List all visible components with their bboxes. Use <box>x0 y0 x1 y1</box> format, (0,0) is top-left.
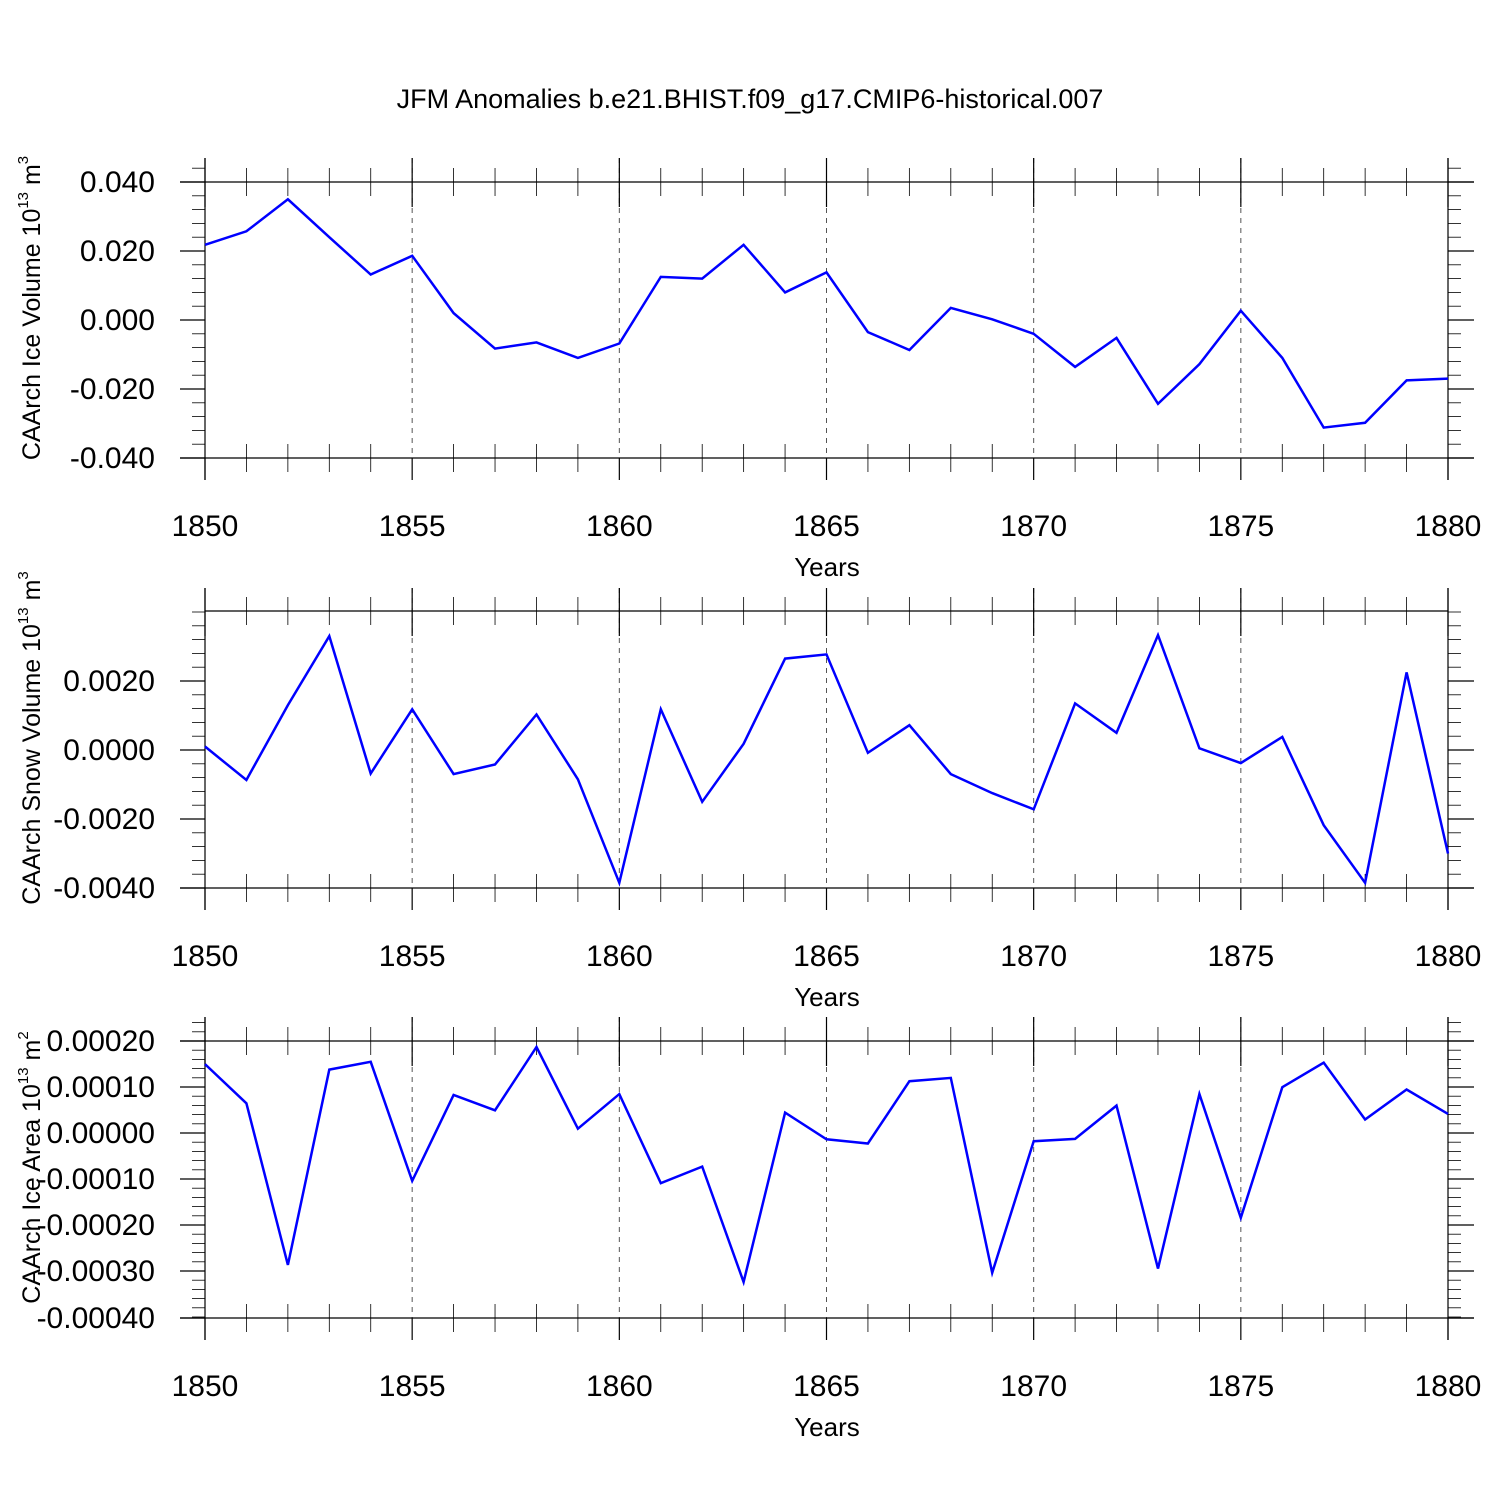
x-tick-label: 1855 <box>379 940 446 973</box>
x-tick-label: 1855 <box>379 510 446 543</box>
y-tick-label: 0.000 <box>80 304 155 337</box>
y-tick-label: -0.00020 <box>37 1209 155 1242</box>
y-tick-label: 0.0020 <box>63 665 155 698</box>
x-axis-label: Years <box>794 982 860 1012</box>
x-tick-label: 1865 <box>793 940 860 973</box>
y-tick-label: -0.040 <box>70 442 155 475</box>
series-line <box>204 631 1450 887</box>
x-tick-label: 1875 <box>1207 1370 1274 1403</box>
x-tick-label: 1855 <box>379 1370 446 1403</box>
x-tick-label: 1880 <box>1415 940 1482 973</box>
panel-3: 0.00020 0.00010 0.00000 -0.00010 -0.00020 -0.… <box>15 1017 1481 1442</box>
y-axis-label: CAArch Ice Volume 1013 m3 <box>15 156 46 460</box>
y-tick-label: -0.00040 <box>37 1302 155 1335</box>
y-axis-label-part: m <box>18 580 46 608</box>
series-line <box>204 197 1449 429</box>
x-axis-label: Years <box>794 1412 860 1442</box>
series-line <box>204 1044 1449 1287</box>
y-axis-label: CAArch Snow Volume 1013 m3 <box>15 571 46 905</box>
y-tick-label: -0.0040 <box>53 872 155 905</box>
x-tick-label: 1860 <box>586 510 653 543</box>
y-tick-label: 0.00010 <box>47 1071 155 1104</box>
y-axis-label-part: CAArch Ice Volume 10 <box>18 209 46 461</box>
y-axis-label-part: 13 <box>15 192 32 209</box>
y-axis-label-part: m <box>18 164 46 192</box>
y-tick-label: -0.00030 <box>37 1255 155 1288</box>
panel-1: 0.040 0.020 0.000 -0.020 -0.040 1850 1855 1860 1… <box>15 156 1481 582</box>
x-tick-label: 1850 <box>172 510 239 543</box>
x-tick-label: 1860 <box>586 940 653 973</box>
x-tick-label: 1865 <box>793 510 860 543</box>
y-axis-label: CAArch Ice Area 1013 m2 <box>15 1031 46 1303</box>
chart-title: JFM Anomalies b.e21.BHIST.f09_g17.CMIP6-… <box>397 84 1104 114</box>
y-axis-label-part: 2 <box>15 1031 32 1039</box>
x-tick-label: 1870 <box>1000 1370 1067 1403</box>
y-tick-label: 0.040 <box>80 166 155 199</box>
y-axis-label-part: CAArch Ice Area 10 <box>18 1084 46 1304</box>
y-axis-label-part: m <box>18 1040 46 1068</box>
y-tick-label: 0.00020 <box>47 1025 155 1058</box>
y-tick-label: 0.0000 <box>63 734 155 767</box>
y-axis-label-part: 3 <box>15 571 32 579</box>
y-tick-label: -0.00010 <box>37 1163 155 1196</box>
y-tick-label: 0.020 <box>80 235 155 268</box>
x-tick-label: 1875 <box>1207 940 1274 973</box>
y-tick-label: 0.00000 <box>47 1117 155 1150</box>
x-tick-label: 1850 <box>172 940 239 973</box>
x-tick-label: 1880 <box>1415 1370 1482 1403</box>
y-axis-label-part: 13 <box>15 1067 32 1084</box>
panel-2: 0.0020 0.0000 -0.0020 -0.0040 1850 1855 1860 18… <box>15 571 1481 1012</box>
y-axis-label-part: CAArch Snow Volume 10 <box>18 624 46 905</box>
x-tick-label: 1880 <box>1415 510 1482 543</box>
x-tick-label: 1865 <box>793 1370 860 1403</box>
x-tick-label: 1875 <box>1207 510 1274 543</box>
y-axis-label-part: 3 <box>15 156 32 164</box>
y-tick-label: -0.0020 <box>53 803 155 836</box>
x-tick-label: 1850 <box>172 1370 239 1403</box>
y-axis-label-part: 13 <box>15 607 32 624</box>
chart-panels: 0.040 0.020 0.000 -0.020 -0.040 1850 1855 1860 1… <box>15 156 1481 1442</box>
y-tick-label: -0.020 <box>70 373 155 406</box>
x-tick-label: 1870 <box>1000 940 1067 973</box>
x-tick-label: 1870 <box>1000 510 1067 543</box>
x-tick-label: 1860 <box>586 1370 653 1403</box>
x-axis-label: Years <box>794 552 860 582</box>
